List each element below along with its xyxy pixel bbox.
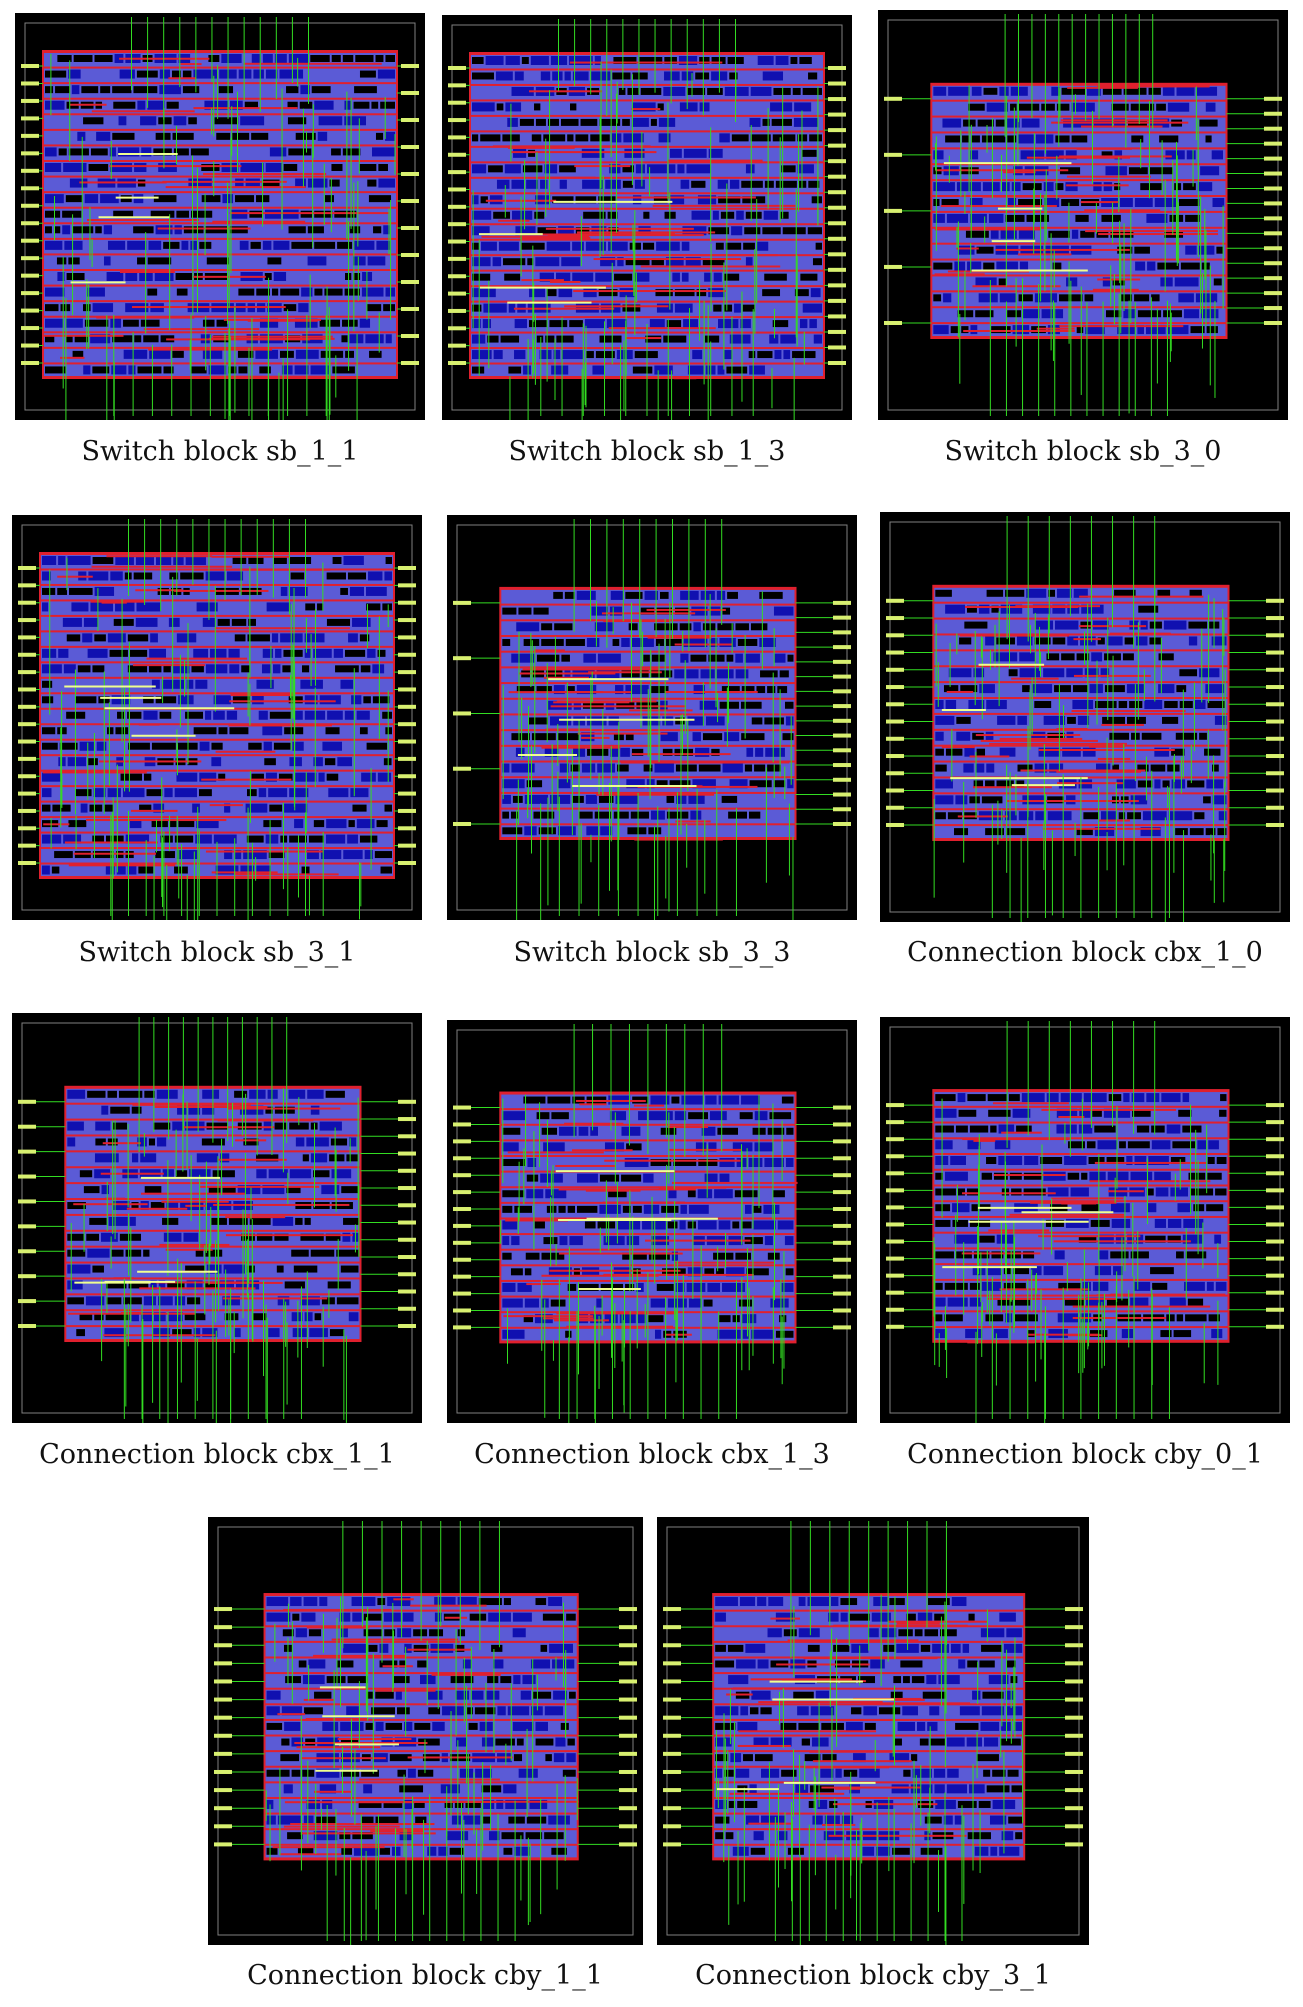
- figure-caption: Connection block cby_1_1: [247, 1960, 603, 1991]
- layout-panel-cbx-1-3: [447, 1020, 857, 1423]
- layout-render: [453, 1024, 851, 1423]
- layout-panel-cbx-1-1: [12, 1013, 422, 1423]
- layout-render: [214, 1521, 637, 1945]
- figure-caption: Switch block sb_3_3: [513, 937, 791, 968]
- layout-render: [663, 1521, 1083, 1945]
- layout-panel-cbx-1-0: [880, 512, 1290, 922]
- layout-panel-sb-3-3: [447, 515, 857, 920]
- layout-panel-sb-3-0: [878, 10, 1288, 420]
- layout-panel-cby-3-1: [657, 1517, 1089, 1945]
- layout-panel-sb-3-1: [12, 515, 422, 920]
- layout-render: [453, 519, 851, 920]
- layout-render: [21, 17, 419, 420]
- figure-caption: Connection block cby_3_1: [695, 1960, 1051, 1991]
- figure-caption: Connection block cbx_1_0: [907, 937, 1263, 968]
- layout-render: [18, 1017, 416, 1423]
- layout-panel-sb-1-1: [15, 13, 425, 420]
- figure-caption: Switch block sb_3_1: [78, 937, 356, 968]
- figure-caption: Switch block sb_1_1: [81, 436, 359, 467]
- layout-panel-cby-1-1: [208, 1517, 643, 1945]
- figure-caption: Connection block cbx_1_3: [474, 1439, 830, 1470]
- layout-render: [448, 19, 846, 420]
- figure-caption: Connection block cbx_1_1: [39, 1439, 395, 1470]
- layout-render: [886, 516, 1284, 922]
- layout-render: [18, 519, 416, 920]
- layout-panel-sb-1-3: [442, 15, 852, 420]
- figure-caption: Connection block cby_0_1: [907, 1439, 1263, 1470]
- layout-render: [884, 14, 1282, 416]
- figure-caption: Switch block sb_1_3: [508, 436, 786, 467]
- layout-render: [886, 1021, 1284, 1423]
- figure-caption: Switch block sb_3_0: [944, 436, 1222, 467]
- layout-panel-cby-0-1: [880, 1017, 1290, 1423]
